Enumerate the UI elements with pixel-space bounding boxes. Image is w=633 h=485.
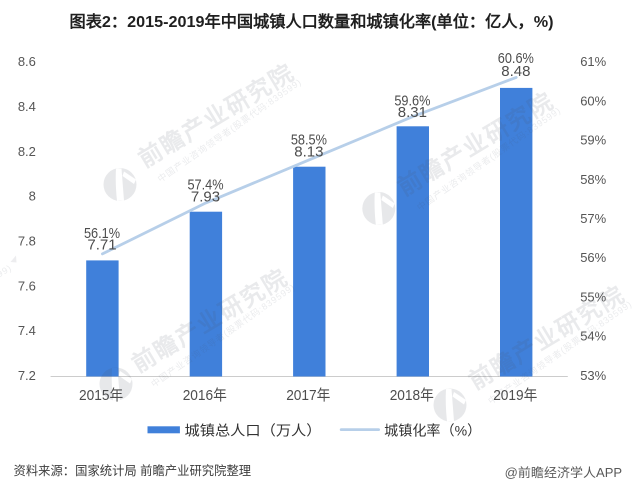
svg-text:2019年: 2019年 xyxy=(493,387,537,404)
svg-text:8: 8 xyxy=(29,189,36,204)
svg-text:8.6: 8.6 xyxy=(18,54,36,69)
svg-text:图表2：2015-2019年中国城镇人口数量和城镇化率(单位: 图表2：2015-2019年中国城镇人口数量和城镇化率(单位：亿人，%) xyxy=(70,12,554,31)
svg-text:57.4%: 57.4% xyxy=(187,176,223,193)
svg-text:55%: 55% xyxy=(580,290,606,305)
svg-text:@前瞻经济学人APP: @前瞻经济学人APP xyxy=(505,465,622,480)
svg-text:8.4: 8.4 xyxy=(18,99,36,114)
svg-text:2016年: 2016年 xyxy=(183,387,227,404)
svg-text:7.4: 7.4 xyxy=(18,323,36,338)
svg-text:7.6: 7.6 xyxy=(18,278,36,293)
svg-text:7.93: 7.93 xyxy=(191,189,220,206)
svg-text:61%: 61% xyxy=(580,54,606,69)
svg-text:7.8: 7.8 xyxy=(18,234,36,249)
svg-text:54%: 54% xyxy=(580,329,606,344)
svg-text:2018年: 2018年 xyxy=(390,387,434,404)
svg-text:58%: 58% xyxy=(580,172,606,187)
svg-text:资料来源：国家统计局 前瞻产业研究院整理: 资料来源：国家统计局 前瞻产业研究院整理 xyxy=(14,463,252,478)
svg-text:56.1%: 56.1% xyxy=(84,225,120,242)
svg-text:2017年: 2017年 xyxy=(286,387,330,404)
svg-text:8.48: 8.48 xyxy=(501,63,530,80)
svg-text:60.6%: 60.6% xyxy=(498,50,534,67)
svg-text:城镇总人口（万人）: 城镇总人口（万人） xyxy=(185,423,322,439)
svg-text:7.71: 7.71 xyxy=(87,237,116,254)
svg-text:7.2: 7.2 xyxy=(18,368,36,383)
svg-text:59.6%: 59.6% xyxy=(394,92,430,109)
svg-text:53%: 53% xyxy=(580,368,606,383)
svg-text:8.2: 8.2 xyxy=(18,144,36,159)
svg-text:8.13: 8.13 xyxy=(294,143,323,160)
svg-text:8.31: 8.31 xyxy=(398,104,427,121)
svg-text:2015年: 2015年 xyxy=(79,387,123,404)
svg-text:城镇化率（%）: 城镇化率（%） xyxy=(384,423,481,439)
svg-text:60%: 60% xyxy=(580,93,606,108)
svg-text:59%: 59% xyxy=(580,133,606,148)
svg-text:56%: 56% xyxy=(580,250,606,265)
svg-text:58.5%: 58.5% xyxy=(291,131,327,148)
svg-text:57%: 57% xyxy=(580,211,606,226)
